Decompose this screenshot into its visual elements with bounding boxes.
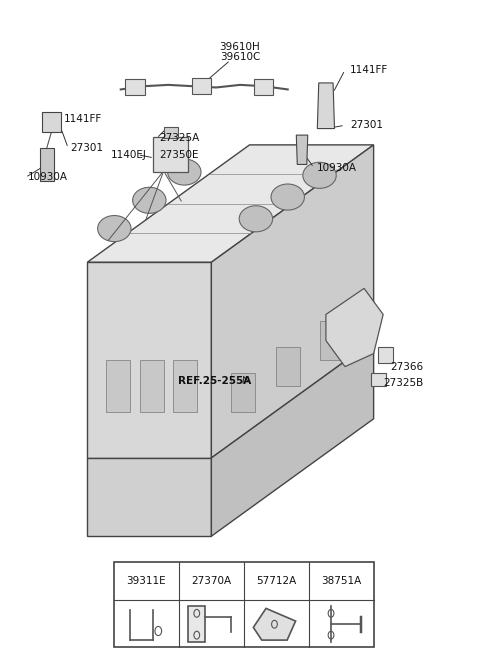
Text: 10930A: 10930A (28, 172, 68, 183)
Text: 27325B: 27325B (383, 378, 423, 388)
Polygon shape (211, 145, 373, 458)
Text: 27301: 27301 (350, 121, 383, 130)
Text: 27366: 27366 (390, 362, 423, 371)
Polygon shape (39, 148, 54, 181)
Text: 57712A: 57712A (256, 576, 296, 586)
Text: 27301: 27301 (71, 143, 104, 153)
FancyBboxPatch shape (107, 360, 130, 412)
FancyBboxPatch shape (173, 360, 197, 412)
Text: 10930A: 10930A (316, 162, 356, 173)
FancyBboxPatch shape (192, 78, 211, 94)
Ellipse shape (132, 187, 166, 214)
Text: 39610C: 39610C (220, 52, 260, 62)
FancyBboxPatch shape (371, 373, 385, 386)
FancyBboxPatch shape (164, 126, 178, 138)
Text: 1141FF: 1141FF (350, 65, 388, 75)
FancyBboxPatch shape (378, 347, 393, 364)
Text: 27370A: 27370A (191, 576, 231, 586)
FancyBboxPatch shape (320, 321, 344, 360)
Polygon shape (253, 608, 296, 640)
Polygon shape (87, 145, 373, 262)
Polygon shape (211, 341, 373, 536)
Polygon shape (87, 458, 211, 536)
Polygon shape (326, 288, 383, 367)
FancyBboxPatch shape (188, 606, 205, 643)
Text: 1141FF: 1141FF (63, 114, 102, 124)
FancyBboxPatch shape (254, 79, 274, 96)
Polygon shape (87, 262, 211, 458)
Ellipse shape (97, 215, 131, 242)
Polygon shape (42, 112, 61, 132)
Text: 27325A: 27325A (159, 134, 199, 143)
Ellipse shape (271, 184, 304, 210)
Ellipse shape (239, 206, 273, 232)
FancyBboxPatch shape (125, 79, 144, 96)
Text: 27350E: 27350E (159, 149, 198, 160)
Ellipse shape (303, 162, 336, 189)
Text: REF.25-255A: REF.25-255A (178, 376, 251, 386)
Text: 39311E: 39311E (126, 576, 166, 586)
Polygon shape (296, 135, 308, 164)
FancyBboxPatch shape (140, 360, 164, 412)
Text: 1140EJ: 1140EJ (111, 149, 147, 160)
FancyBboxPatch shape (231, 373, 255, 412)
FancyBboxPatch shape (276, 347, 300, 386)
Ellipse shape (168, 159, 201, 185)
FancyBboxPatch shape (153, 137, 189, 172)
Text: 38751A: 38751A (321, 576, 361, 586)
Text: 39610H: 39610H (220, 42, 260, 52)
Polygon shape (317, 83, 335, 128)
